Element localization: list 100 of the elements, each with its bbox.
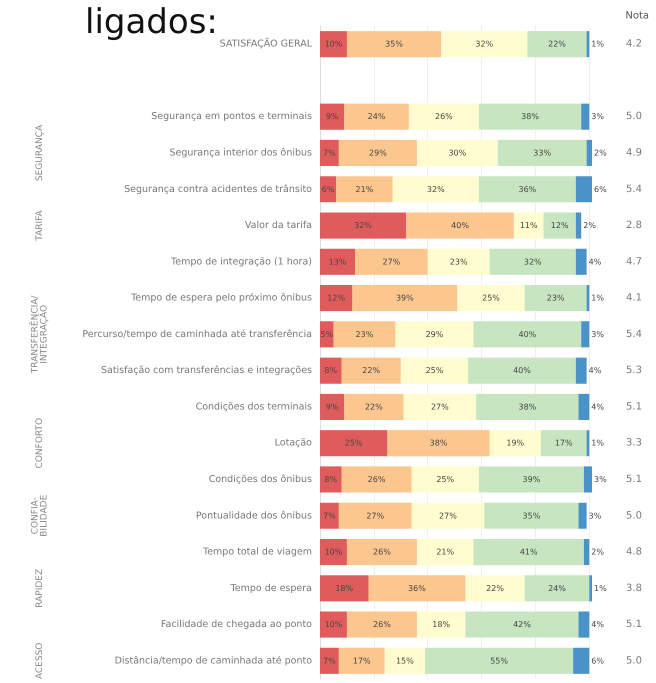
- bar: [578, 502, 587, 529]
- bar: [498, 140, 587, 166]
- bar: [412, 502, 484, 529]
- bar: [395, 321, 474, 348]
- y-tick-label: SATISFAÇÃO GERAL: [220, 38, 313, 50]
- bar: [320, 538, 347, 566]
- data-label: 23%: [546, 294, 565, 303]
- y-tick-label: Lotação: [274, 438, 312, 449]
- bar: [346, 31, 442, 58]
- data-label: 42%: [513, 620, 532, 630]
- data-label: 36%: [408, 584, 426, 593]
- data-label: 24%: [548, 584, 566, 593]
- text: TRANSFERÊNCIA/ INTEGRAÇÃO: [28, 294, 50, 374]
- bar: [344, 394, 404, 420]
- bar: [320, 394, 344, 420]
- data-label: 5.1: [626, 619, 642, 630]
- data-label: 6%: [591, 656, 604, 666]
- bar: [457, 285, 525, 312]
- data-label: 11%: [520, 221, 538, 230]
- data-label: 38%: [521, 112, 540, 122]
- bar: [576, 358, 587, 384]
- bar: [320, 466, 342, 493]
- data-label: 3%: [591, 330, 604, 339]
- bar: [403, 394, 476, 420]
- text: Nota: [625, 10, 650, 22]
- bar: [416, 538, 474, 566]
- text: TARIFA: [35, 210, 45, 242]
- y-tick-label: Segurança em pontos e terminais: [151, 111, 312, 122]
- data-label: 17%: [554, 438, 574, 448]
- data-label: 27%: [366, 511, 384, 520]
- bar: [336, 176, 393, 202]
- data-label: 4.8: [626, 546, 642, 558]
- bar: [586, 430, 590, 456]
- bar: [589, 575, 592, 602]
- bar: [368, 575, 466, 602]
- data-label: 1%: [591, 294, 604, 303]
- data-label: 27%: [382, 257, 401, 266]
- data-label: 3.3: [626, 438, 642, 449]
- bar: [320, 140, 339, 166]
- data-label: 12%: [327, 294, 346, 303]
- data-label: 5.0: [626, 510, 642, 522]
- data-label: 4.1: [626, 292, 642, 304]
- data-label: 23%: [356, 330, 374, 339]
- data-label: 39%: [522, 474, 541, 484]
- data-label: 1%: [591, 40, 604, 49]
- bar: [355, 248, 428, 275]
- data-label: 3%: [588, 511, 602, 520]
- bar: [527, 31, 587, 58]
- data-label: 8%: [324, 474, 338, 484]
- data-label: 4.2: [626, 38, 642, 50]
- data-label: 6%: [322, 184, 335, 194]
- bar: [478, 466, 584, 493]
- bar: [346, 612, 417, 638]
- bar: [540, 430, 587, 456]
- data-label: 5.0: [626, 655, 642, 666]
- y-tick-label: Tempo de espera: [230, 582, 312, 594]
- bar: [352, 285, 458, 312]
- data-label: 38%: [518, 402, 537, 412]
- bar: [387, 430, 490, 456]
- data-label: 29%: [369, 148, 388, 158]
- bar: [408, 104, 479, 130]
- data-label: 22%: [486, 584, 504, 593]
- data-label: 39%: [396, 294, 414, 303]
- data-label: 40%: [518, 330, 537, 339]
- bar: [320, 248, 356, 275]
- bar: [320, 430, 388, 456]
- bar: [584, 466, 592, 493]
- bar: [320, 358, 342, 384]
- data-label: 5%: [320, 330, 334, 339]
- data-label: 6%: [594, 184, 608, 194]
- y-tick-label: Tempo de integração (1 hora): [170, 256, 312, 268]
- data-label: 3%: [591, 112, 604, 122]
- bar: [320, 575, 368, 602]
- bar: [441, 31, 528, 58]
- data-label: 26%: [373, 620, 392, 630]
- data-label: 2%: [583, 221, 596, 230]
- bar: [576, 176, 592, 202]
- bar: [344, 104, 409, 130]
- data-label: 4.9: [626, 147, 642, 158]
- bar: [320, 612, 347, 638]
- data-label: 4%: [591, 620, 604, 630]
- bar: [524, 285, 587, 312]
- text: CONFIA- BILIDADE: [30, 494, 50, 537]
- y-tick-label: Condições dos ônibus: [208, 474, 312, 485]
- bar: [342, 358, 401, 384]
- data-label: 13%: [328, 257, 347, 266]
- data-label: 4.7: [626, 256, 642, 268]
- data-label: 2.8: [626, 220, 642, 232]
- text: ACESSO: [35, 642, 45, 680]
- data-label: 26%: [368, 474, 386, 484]
- data-label: 7%: [323, 656, 336, 666]
- data-label: 9%: [326, 402, 339, 412]
- data-label: 5.3: [626, 365, 642, 376]
- data-label: 40%: [451, 221, 470, 230]
- bar: [465, 612, 579, 638]
- text: CONFORTO: [35, 418, 45, 468]
- bar: [320, 502, 339, 529]
- y-tick-label: Facilidade de chegada ao ponto: [160, 619, 312, 630]
- bar: [584, 538, 590, 566]
- bar: [490, 248, 576, 275]
